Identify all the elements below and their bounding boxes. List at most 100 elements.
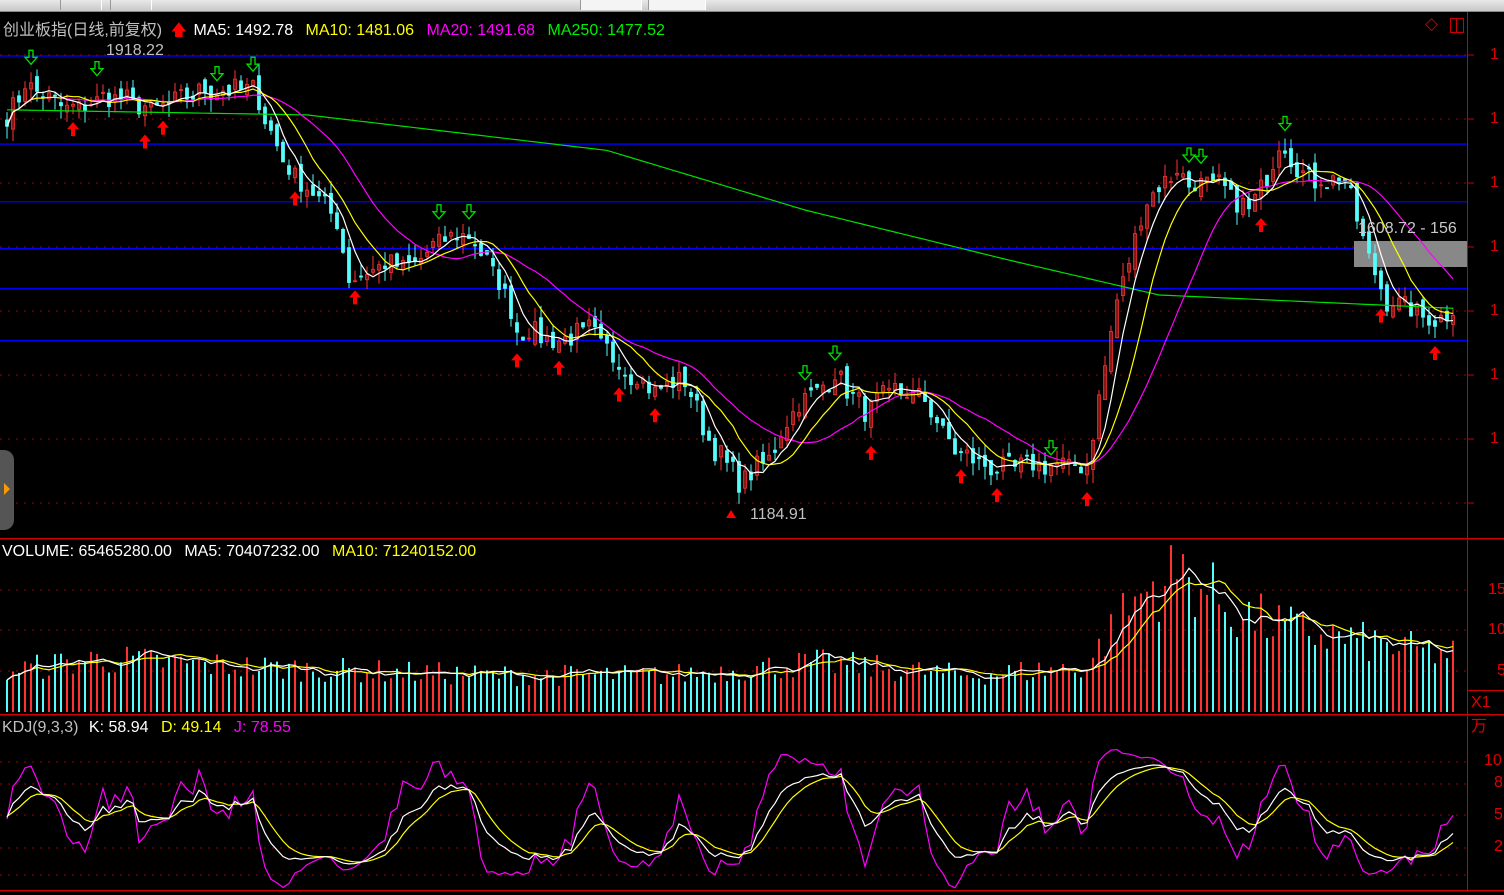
volume-bar <box>330 676 332 712</box>
ma10-line <box>6 88 1454 467</box>
volume-bar <box>660 683 662 712</box>
candle-body <box>791 411 795 425</box>
volume-bar <box>1152 581 1154 712</box>
volume-bar <box>678 664 680 712</box>
toolbar-tab[interactable] <box>648 0 706 10</box>
buy-signal-arrow-icon <box>67 122 79 137</box>
volume-bar <box>282 678 284 712</box>
ma20-value: MA20: 1491.68 <box>426 22 536 39</box>
volume-bar <box>1212 562 1214 712</box>
toolbar-tab[interactable] <box>580 0 642 10</box>
volume-bar <box>912 664 914 712</box>
volume-bar <box>1392 654 1394 712</box>
volume-bar <box>1332 625 1334 712</box>
volume-bar <box>858 673 860 712</box>
volume-bar <box>1044 675 1046 712</box>
volume-bar <box>36 654 38 712</box>
candle-body <box>383 265 387 269</box>
volume-bar <box>630 670 632 712</box>
candle-body <box>455 238 459 241</box>
volume-bar <box>72 673 74 712</box>
volume-bar <box>1254 630 1256 712</box>
candle-body <box>1301 170 1305 174</box>
volume-bar <box>1176 579 1178 712</box>
candle-body <box>305 189 309 197</box>
volume-bar <box>1026 680 1028 712</box>
toolbar-tab[interactable] <box>110 0 152 10</box>
volume-bar <box>1260 593 1262 712</box>
side-panel-toggle[interactable] <box>0 450 14 530</box>
candle-body <box>1007 452 1011 457</box>
buy-signal-arrow-icon <box>349 290 361 305</box>
volume-bar <box>1218 604 1220 712</box>
candle-body <box>1295 162 1299 178</box>
volume-bar <box>1122 592 1124 712</box>
volume-bar <box>972 678 974 712</box>
volume-bar <box>1134 596 1136 712</box>
candle-body <box>293 167 297 179</box>
volume-bar <box>816 649 818 712</box>
volume-bar <box>204 662 206 712</box>
volume-bar <box>936 665 938 712</box>
toolbar-tab[interactable] <box>60 0 102 10</box>
candle-body <box>23 88 27 102</box>
volume-bar <box>486 670 488 712</box>
price-tick: 1 <box>1490 430 1499 447</box>
volume-bar <box>174 655 176 712</box>
candle-body <box>269 120 273 131</box>
volume-bar <box>984 684 986 712</box>
candle-body <box>365 274 369 281</box>
volume-bar <box>312 671 314 712</box>
candle-body <box>299 163 303 192</box>
candle-body <box>1199 177 1203 197</box>
ma20-line <box>6 94 1454 465</box>
candle-body <box>413 257 417 263</box>
volume-bar <box>1146 591 1148 712</box>
volume-bar <box>780 678 782 712</box>
volume-bar <box>1110 614 1112 712</box>
split-view-icon[interactable] <box>1450 18 1464 33</box>
buy-signal-arrow-icon <box>991 488 1003 503</box>
volume-bar <box>666 674 668 712</box>
candle-body <box>863 396 867 422</box>
volume-bar <box>114 672 116 712</box>
candle-body <box>587 319 591 327</box>
volume-bar <box>846 664 848 712</box>
buy-signal-arrow-icon <box>955 469 967 484</box>
price-tick: 1 <box>1490 302 1499 319</box>
candle-body <box>17 95 21 103</box>
volume-bar <box>804 653 806 712</box>
candle-body <box>713 437 717 462</box>
volume-bar <box>522 674 524 712</box>
buy-signal-arrow-icon <box>649 408 661 423</box>
candle-body <box>1211 173 1215 181</box>
candle-body <box>1073 464 1077 467</box>
candle-body <box>35 76 39 92</box>
index-title: 创业板指(日线,前复权) <box>3 22 163 39</box>
buy-signal-arrow-icon <box>1255 217 1267 232</box>
volume-bar <box>834 673 836 712</box>
candle-body <box>923 393 927 402</box>
volume-bar <box>390 678 392 712</box>
volume-bar <box>594 674 596 712</box>
volume-bar <box>720 666 722 712</box>
volume-bar <box>516 686 518 712</box>
kdj-header: KDJ(9,3,3) K: 58.94 D: 49.14 J: 78.55 <box>2 719 299 737</box>
volume-bar <box>966 675 968 712</box>
volume-bar <box>864 657 866 712</box>
volume-bar <box>528 685 530 712</box>
volume-bar <box>1182 554 1184 712</box>
price-header: 创业板指(日线,前复权) 🡅 MA5: 1492.78 MA10: 1481.0… <box>3 16 673 46</box>
volume-bar <box>1368 660 1370 712</box>
candle-body <box>1025 454 1029 457</box>
volume-bar <box>426 665 428 712</box>
diamond-icon[interactable]: ◇ <box>1425 14 1439 33</box>
volume-bar <box>732 670 734 712</box>
candle-body <box>479 243 483 256</box>
volume-bar <box>1296 613 1298 712</box>
candle-body <box>1019 457 1023 473</box>
candle-body <box>689 391 693 398</box>
volume-bar <box>396 668 398 712</box>
volume-bar <box>1038 662 1040 712</box>
